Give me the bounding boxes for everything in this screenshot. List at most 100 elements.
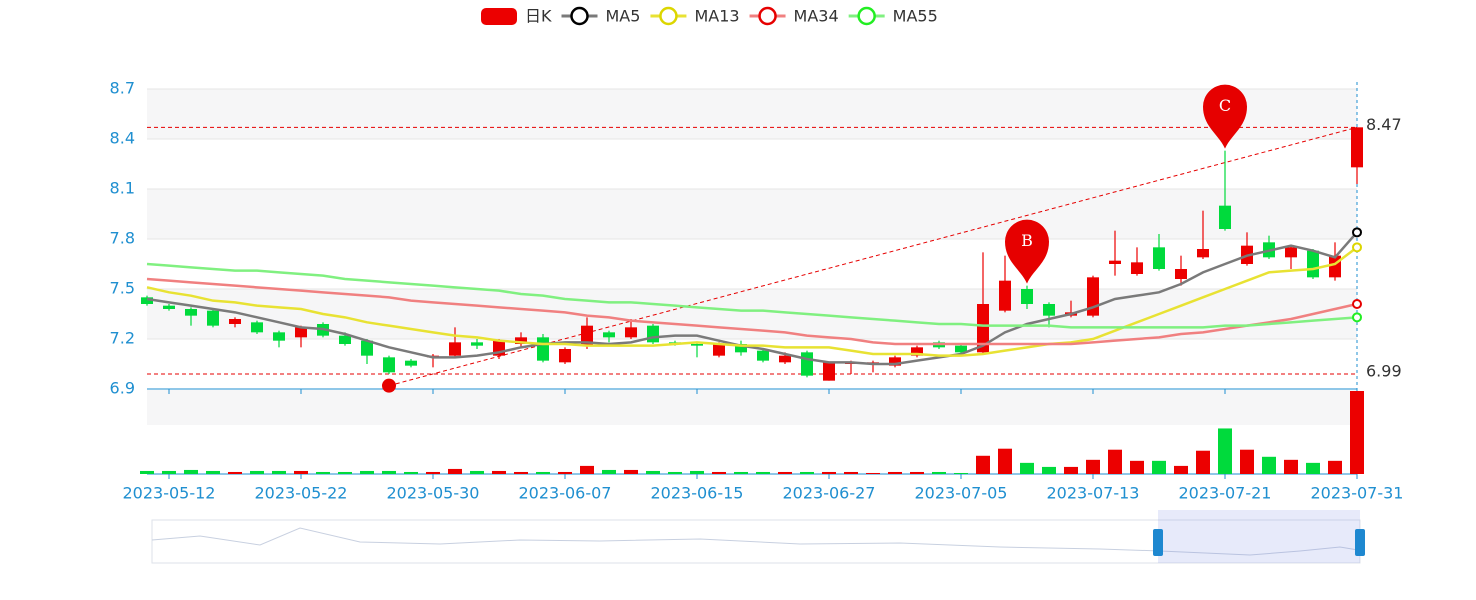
candle-body [735, 344, 747, 353]
ma-line [146, 246, 1358, 357]
volume-bar [690, 470, 704, 474]
marker-pin [1203, 84, 1247, 149]
candle-body [823, 362, 835, 381]
volume-bar [162, 470, 176, 474]
candle-body [559, 349, 571, 363]
volume-bar [756, 471, 770, 474]
volume-bar [404, 471, 418, 474]
marker-label: C [1219, 96, 1231, 115]
split-area [147, 390, 1357, 425]
candle-body [471, 342, 483, 346]
candle-body [801, 352, 813, 376]
legend-item[interactable]: MA13 [650, 7, 740, 26]
volume-bar [954, 472, 968, 474]
volume-bar [1218, 428, 1232, 474]
ma-end-point [1352, 312, 1362, 323]
legend-icon [758, 6, 777, 26]
data-zoom-slider[interactable] [151, 510, 1365, 564]
y-tick-label: 8.4 [110, 129, 135, 148]
volume-bar [646, 470, 660, 474]
candle-body [1153, 247, 1165, 269]
y-tick-label: 7.8 [110, 229, 135, 248]
candle-body [537, 337, 549, 361]
legend-label: 日K [525, 7, 552, 26]
volume-bar [492, 470, 506, 474]
candle-body [1087, 277, 1099, 316]
candle-body [339, 335, 351, 344]
candle-body [581, 325, 593, 346]
candle-body [185, 309, 197, 316]
candle-body [911, 347, 923, 356]
candle-body [1285, 247, 1297, 258]
volume-bar [734, 471, 748, 474]
legend-label: MA13 [694, 7, 739, 26]
volume-bar [1130, 460, 1144, 474]
y-tick-label: 7.2 [110, 329, 135, 348]
slider-window[interactable] [1158, 510, 1360, 563]
volume-bar [1240, 449, 1254, 474]
legend-icon [481, 8, 517, 25]
legend-item[interactable]: MA5 [561, 6, 641, 26]
volume-bar [228, 471, 242, 474]
candle-body [647, 325, 659, 343]
volume-bar [470, 470, 484, 474]
candle-body [405, 360, 417, 366]
candle-body [757, 350, 769, 361]
candle-body [383, 357, 395, 373]
volume-bar [1196, 450, 1210, 474]
volume-bar [338, 471, 352, 474]
volume-bar [624, 469, 638, 474]
x-tick-label: 2023-05-30 [387, 484, 480, 503]
legend-item[interactable]: MA55 [848, 6, 938, 26]
x-tick-label: 2023-05-12 [123, 484, 216, 503]
legend-item[interactable]: 日K [481, 7, 552, 26]
volume-bar [316, 471, 330, 474]
candle-body [163, 305, 175, 309]
legend-icon [857, 6, 876, 26]
volume-bar [250, 470, 264, 474]
candle-body [889, 357, 901, 366]
volume-bar [1020, 462, 1034, 474]
mark-line-label: 8.47 [1366, 115, 1402, 134]
volume-bar [668, 471, 682, 474]
candle-body [625, 327, 637, 338]
volume-bar [866, 472, 880, 474]
candle-body [273, 332, 285, 341]
volume-bar [184, 469, 198, 474]
candle-body [999, 280, 1011, 311]
volume-bar [1108, 449, 1122, 474]
volume-bar [382, 470, 396, 474]
legend-label: MA55 [893, 7, 938, 26]
volume-bar [602, 469, 616, 474]
volume-bar [822, 471, 836, 474]
candle-body [229, 319, 241, 324]
slider-handle[interactable] [1153, 529, 1163, 556]
volume-bar [558, 471, 572, 474]
legend-item[interactable]: MA34 [749, 6, 839, 26]
candle-body [295, 327, 307, 338]
legend-icon [570, 6, 589, 26]
candle-body [603, 332, 615, 338]
candle-body [1329, 255, 1341, 278]
volume-bar [910, 471, 924, 474]
candle-body [1043, 304, 1055, 316]
x-tick-label: 2023-06-07 [519, 484, 612, 503]
split-area [147, 89, 1357, 139]
candle-body [1219, 205, 1231, 229]
candle-body [955, 345, 967, 353]
split-area [147, 189, 1357, 239]
volume-bar [1152, 460, 1166, 474]
ma-end-point [1352, 242, 1362, 253]
slider-handle[interactable] [1355, 529, 1365, 556]
volume-bar [976, 455, 990, 474]
candle-body [251, 322, 263, 333]
candle-body [449, 342, 461, 356]
x-tick-label: 2023-05-22 [255, 484, 348, 503]
marker-label: B [1021, 231, 1033, 250]
candle-body [691, 344, 703, 346]
volume-bar [1262, 456, 1276, 474]
marker-pin [1005, 219, 1049, 284]
candle-body [515, 337, 527, 344]
legend-label: MA5 [606, 7, 641, 26]
volume-bar [778, 471, 792, 474]
